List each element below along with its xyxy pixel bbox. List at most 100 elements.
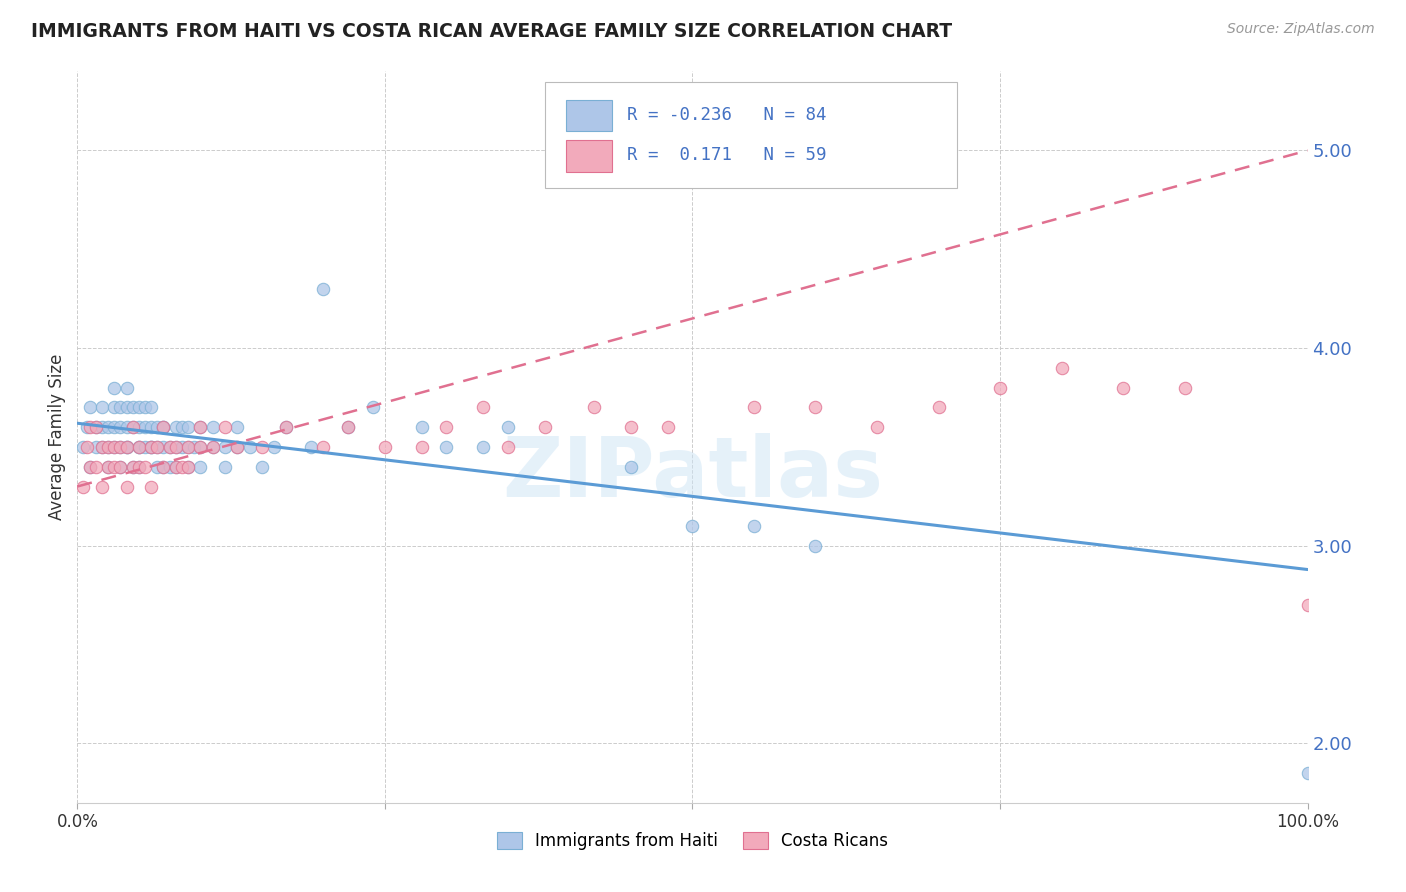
Point (84, 440, 107, 454)
Point (128, 440, 150, 454)
Point (79, 459, 101, 474)
Point (121, 459, 143, 474)
Point (76, 440, 98, 454)
Text: IMMIGRANTS FROM HAITI VS COSTA RICAN AVERAGE FAMILY SIZE CORRELATION CHART: IMMIGRANTS FROM HAITI VS COSTA RICAN AVE… (31, 22, 952, 41)
Point (103, 440, 125, 454)
Point (165, 440, 187, 454)
Point (411, 420, 433, 434)
Point (177, 440, 200, 454)
Point (152, 459, 174, 474)
Point (226, 440, 249, 454)
Point (134, 420, 156, 434)
Point (214, 459, 236, 474)
Point (110, 440, 132, 454)
Point (115, 479, 138, 493)
Point (928, 401, 950, 415)
Point (1050, 360, 1073, 375)
Point (115, 420, 138, 434)
Point (128, 459, 150, 474)
Point (804, 401, 827, 415)
Legend: Immigrants from Haiti, Costa Ricans: Immigrants from Haiti, Costa Ricans (491, 825, 894, 856)
Point (121, 459, 143, 474)
Point (411, 440, 433, 454)
Text: Source: ZipAtlas.com: Source: ZipAtlas.com (1227, 22, 1375, 37)
Point (165, 420, 187, 434)
Point (159, 440, 181, 454)
Point (188, 420, 212, 434)
Point (188, 440, 212, 454)
Point (436, 440, 458, 454)
Point (110, 459, 132, 474)
Point (128, 401, 150, 415)
Point (128, 459, 150, 474)
Point (115, 440, 138, 454)
Point (682, 519, 704, 533)
Point (159, 459, 181, 474)
Text: R = -0.236   N = 84: R = -0.236 N = 84 (627, 106, 827, 124)
Point (115, 401, 138, 415)
Point (170, 420, 193, 434)
Point (90, 479, 114, 493)
Point (170, 459, 193, 474)
Point (97, 420, 120, 434)
Text: R =  0.171   N = 59: R = 0.171 N = 59 (627, 146, 827, 164)
Point (177, 420, 200, 434)
Point (152, 420, 174, 434)
Text: ZIPatlas: ZIPatlas (502, 434, 883, 514)
Point (226, 420, 249, 434)
Point (141, 479, 163, 493)
Point (76, 420, 98, 434)
Point (115, 440, 138, 454)
Point (250, 459, 273, 474)
Point (312, 282, 335, 296)
Point (188, 440, 212, 454)
Point (141, 420, 163, 434)
Point (201, 440, 224, 454)
Point (214, 420, 236, 434)
Point (128, 440, 150, 454)
Point (141, 401, 163, 415)
Point (239, 440, 262, 454)
Point (988, 381, 1011, 395)
Point (141, 440, 163, 454)
Point (110, 459, 132, 474)
Point (152, 459, 174, 474)
Point (141, 440, 163, 454)
Point (110, 420, 132, 434)
Point (201, 420, 224, 434)
Point (374, 440, 396, 454)
FancyBboxPatch shape (546, 82, 957, 188)
Point (79, 459, 101, 474)
Point (97, 459, 120, 474)
Point (72, 440, 94, 454)
Point (496, 420, 519, 434)
Point (97, 459, 120, 474)
Point (90, 401, 114, 415)
Point (115, 440, 138, 454)
Point (146, 440, 169, 454)
Point (436, 420, 458, 434)
Point (165, 440, 187, 454)
Point (337, 420, 360, 434)
Point (146, 440, 169, 454)
Point (84, 459, 107, 474)
Point (183, 440, 205, 454)
Point (472, 440, 495, 454)
Point (201, 440, 224, 454)
Point (159, 440, 181, 454)
Point (103, 381, 125, 395)
Point (804, 539, 827, 553)
Point (128, 440, 150, 454)
Point (472, 401, 495, 415)
Point (188, 420, 212, 434)
Point (276, 420, 298, 434)
Point (188, 459, 212, 474)
Point (103, 420, 125, 434)
Point (742, 519, 765, 533)
Point (146, 420, 169, 434)
Point (496, 440, 519, 454)
Point (146, 459, 169, 474)
Point (165, 459, 187, 474)
Point (299, 440, 322, 454)
Point (79, 401, 101, 415)
